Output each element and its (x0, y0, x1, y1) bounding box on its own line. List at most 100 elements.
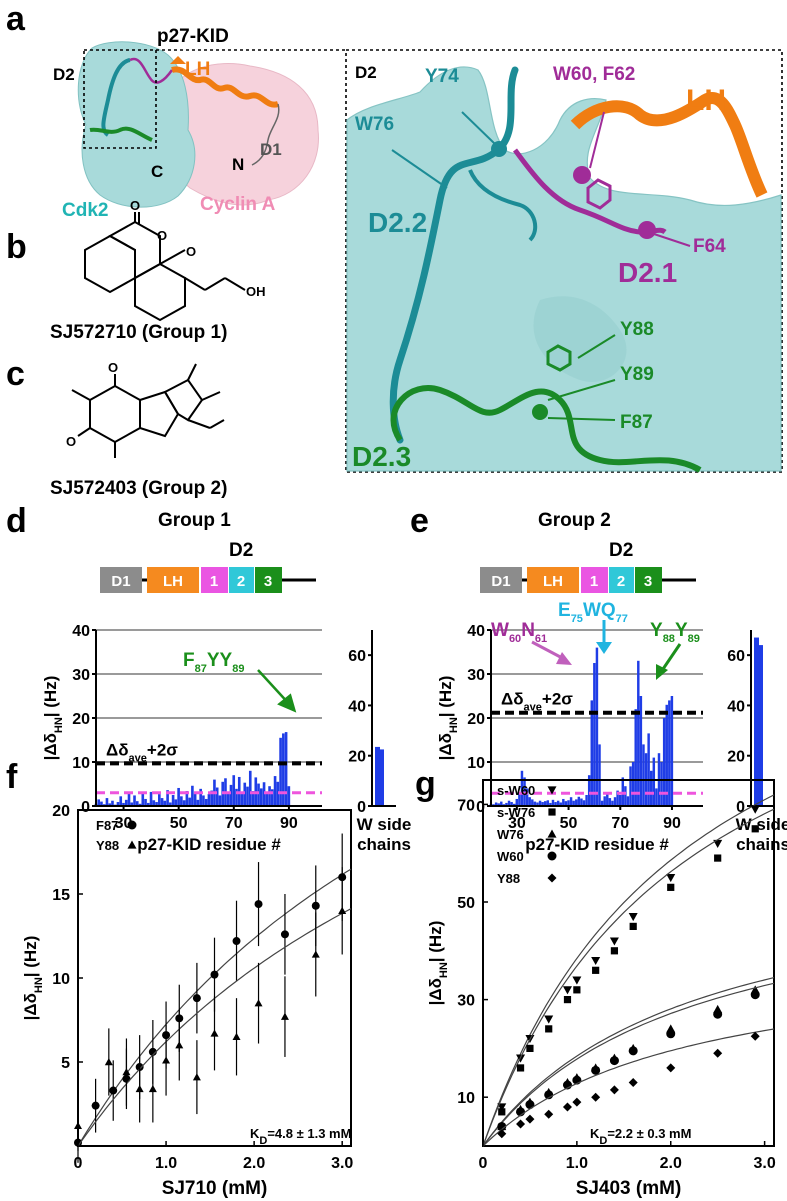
point-s-W76-6 (592, 966, 600, 974)
w60-f62-label: W60, F62 (553, 64, 635, 85)
legend-marker-s-W60 (547, 786, 557, 795)
point-Y88-4 (562, 1102, 572, 1112)
bar-residue-84 (271, 789, 274, 806)
bar-residue-49 (564, 801, 568, 806)
annotation-y88y89: Y88Y89 (650, 620, 700, 645)
lh-zoom-label: LH (686, 84, 726, 117)
bar-residue-56 (582, 800, 586, 806)
point-Y88-2 (122, 1068, 131, 1076)
point-s-W76-8 (629, 922, 637, 930)
fit-curve-W76 (482, 977, 775, 1147)
w60-sphere (573, 166, 591, 184)
d2-ribbon (101, 58, 131, 137)
arrow-f87yy89-head (277, 693, 297, 713)
legend-marker-F87 (127, 820, 137, 830)
x-axis-label: SJ403 (mM) (576, 1178, 682, 1199)
ytick-10: 10 (52, 971, 70, 988)
f64-sphere (638, 221, 656, 239)
bar-residue-79 (642, 744, 645, 806)
xtick-70: 70 (611, 815, 629, 832)
bar-residue-28 (116, 802, 120, 806)
c-term-ribbon (89, 126, 153, 142)
lh-helix (171, 66, 279, 108)
c-term-label: C (151, 162, 163, 181)
annotation-f87yy89: F87YY89 (183, 650, 244, 675)
point-Y88-12 (311, 950, 320, 958)
bar-residue-74 (629, 766, 632, 806)
p27-kid-label: p27-KID (157, 26, 229, 47)
bar-residue-84 (655, 788, 658, 806)
bar-residue-89 (284, 732, 288, 806)
bar-residue-38 (144, 798, 147, 806)
ytick-10: 10 (72, 755, 90, 772)
point-Y88-11 (750, 1031, 760, 1041)
xtick-3.0: 3.0 (331, 1155, 353, 1172)
bar-residue-76 (248, 770, 252, 806)
point-Y88-6 (175, 1041, 184, 1049)
bar-residue-40 (541, 802, 544, 806)
bar-residue-77 (637, 660, 640, 806)
d21-label: D2.1 (618, 257, 677, 288)
bar-residue-22 (100, 801, 103, 806)
bar-residue-21 (97, 799, 100, 806)
bar-residue-78 (639, 696, 643, 806)
y74-sphere (491, 141, 507, 157)
annotation-e75wq77: E75WQ77 (558, 600, 628, 625)
bar-residue-44 (160, 798, 164, 806)
bar-residue-79 (257, 783, 260, 806)
panel-d-title: Group 1 (158, 510, 231, 531)
bar-residue-75 (631, 762, 635, 806)
scatter-chart-f: 5 10 15 20 0 1.0 2.0 3.0 |ΔδHN| (Hz) SJ710 (mM) KD… (21, 803, 353, 1199)
y-axis-label: |ΔδHN| (Hz) (41, 676, 65, 761)
bar-residue-51 (180, 796, 183, 806)
bar-residue-42 (155, 802, 158, 806)
point-s-W76-2 (526, 1044, 534, 1052)
bar-residue-65 (606, 792, 609, 806)
point-Y88-2 (525, 1114, 535, 1124)
side-bar-0 (375, 746, 380, 806)
bar-residue-56 (193, 793, 197, 806)
point-s-W76-4 (563, 996, 572, 1004)
zoom-box-small (83, 49, 157, 149)
bar-residue-88 (282, 733, 285, 806)
y-axis-label: |ΔδHN| (Hz) (436, 676, 460, 761)
bar-residue-47 (169, 802, 172, 806)
bar-residue-43 (158, 794, 161, 806)
bar-residue-45 (163, 800, 167, 806)
point-s-W60-3 (544, 1015, 554, 1024)
bar-residue-25 (108, 803, 112, 806)
bar-residue-88 (665, 704, 668, 806)
f64-label: F64 (693, 236, 726, 257)
leader-y89 (547, 379, 616, 401)
point-s-W60-10 (713, 839, 723, 848)
bar-residue-64 (215, 787, 219, 806)
bar-residue-22 (494, 802, 498, 806)
legend-marker-Y88 (127, 840, 137, 849)
point-Y88-5 (572, 1097, 582, 1107)
cyclin-a-label: Cyclin A (200, 194, 276, 215)
domain-e-3: 3 (644, 573, 652, 590)
xtick-90: 90 (663, 815, 681, 832)
zoom-d2-label: D2 (355, 63, 377, 82)
xtick-50: 50 (170, 815, 188, 832)
y89-label: Y89 (620, 364, 654, 385)
bar-residue-62 (210, 790, 213, 806)
f87-label: F87 (620, 412, 653, 433)
leader-y88 (577, 334, 616, 359)
xtick-1.0: 1.0 (566, 1155, 588, 1172)
bar-residue-53 (185, 791, 189, 806)
legend-marker-W60 (547, 851, 557, 861)
bar-residue-30 (515, 798, 519, 806)
bar-residue-73 (626, 796, 630, 806)
panel-c: c O O SJ572403 (Group 2) (6, 355, 227, 499)
bar-residue-53 (575, 799, 578, 806)
point-s-W60-6 (591, 956, 601, 966)
bar-residue-86 (660, 762, 663, 806)
bar-residue-35 (528, 797, 531, 806)
point-s-W76-9 (667, 883, 675, 891)
panel-d-d2-header: D2 (229, 540, 253, 561)
domain-d-lh: LH (163, 573, 183, 590)
point-s-W76-7 (610, 947, 619, 955)
xtick-70: 70 (225, 815, 243, 832)
